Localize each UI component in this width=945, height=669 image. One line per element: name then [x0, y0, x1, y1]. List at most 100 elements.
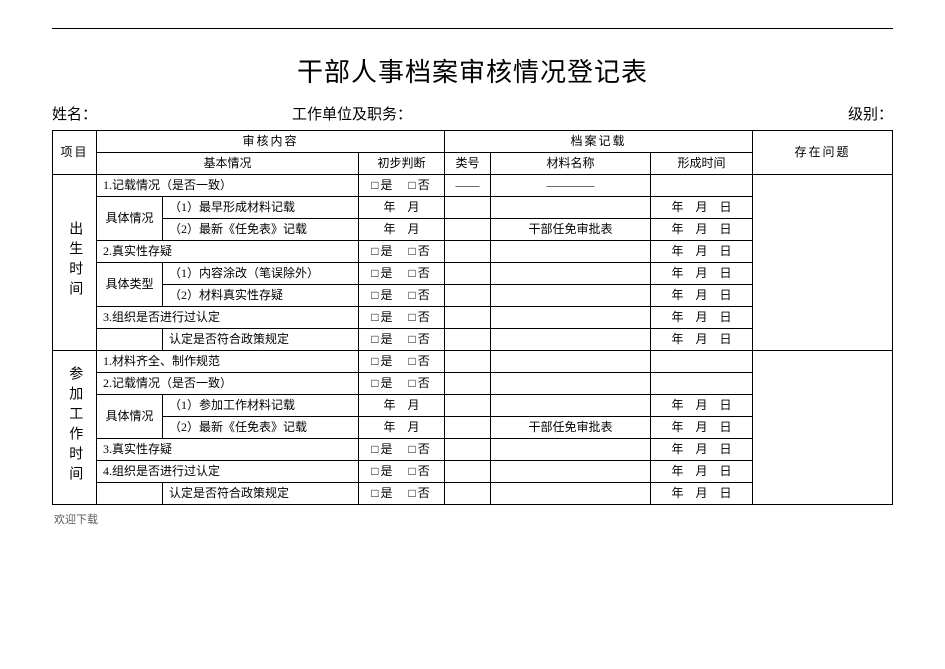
work-r5-mat	[491, 461, 651, 483]
birth-r5-mat	[491, 307, 651, 329]
birth-r1-time	[651, 175, 753, 197]
meta-line: 姓名： 工作单位及职务： 级别：	[52, 103, 893, 124]
work-r3a: （1）参加工作材料记载	[163, 395, 359, 417]
birth-r4a-check: □是 □否	[359, 263, 445, 285]
page-title: 干部人事档案审核情况登记表	[52, 52, 893, 89]
work-r3b-mat: 干部任免审批表	[491, 417, 651, 439]
work-r1-mat	[491, 351, 651, 373]
work-r3a-mat	[491, 395, 651, 417]
work-r3b: （2）最新《任免表》记载	[163, 417, 359, 439]
birth-r6-check: □是 □否	[359, 329, 445, 351]
birth-issues	[753, 175, 893, 351]
birth-r4a-mat	[491, 263, 651, 285]
birth-side: 出生时间	[53, 175, 97, 351]
work-r3b-ym: 年 月	[359, 417, 445, 439]
work-r6-check: □是 □否	[359, 483, 445, 505]
hdr-formtime: 形成时间	[651, 153, 753, 175]
work-r3a-catno	[445, 395, 491, 417]
work-r6-mat	[491, 483, 651, 505]
hdr-basic: 基本情况	[97, 153, 359, 175]
work-r1: 1.材料齐全、制作规范	[97, 351, 359, 373]
birth-r2a-ym: 年 月	[359, 197, 445, 219]
hdr-issues: 存在问题	[753, 131, 893, 175]
birth-r5-check: □是 □否	[359, 307, 445, 329]
birth-r4b-catno	[445, 285, 491, 307]
audit-table: 项目 审核内容 档案记载 存在问题 基本情况 初步判断 类号 材料名称 形成时间…	[52, 130, 893, 505]
level-label: 级别：	[773, 103, 893, 124]
top-rule: _	[52, 28, 893, 42]
birth-r4a-time: 年 月 日	[651, 263, 753, 285]
birth-r1-catno: ——	[445, 175, 491, 197]
work-r3b-catno	[445, 417, 491, 439]
header-row-1: 项目 审核内容 档案记载 存在问题	[53, 131, 893, 153]
hdr-review: 审核内容	[97, 131, 445, 153]
birth-r6-time: 年 月 日	[651, 329, 753, 351]
work-r2-check: □是 □否	[359, 373, 445, 395]
hdr-matname: 材料名称	[491, 153, 651, 175]
work-r6: 认定是否符合政策规定	[163, 483, 359, 505]
birth-r6-mat	[491, 329, 651, 351]
work-r5-time: 年 月 日	[651, 461, 753, 483]
birth-r4b-check: □是 □否	[359, 285, 445, 307]
birth-r3-time: 年 月 日	[651, 241, 753, 263]
hdr-catno: 类号	[445, 153, 491, 175]
work-r3a-time: 年 月 日	[651, 395, 753, 417]
work-r4-time: 年 月 日	[651, 439, 753, 461]
birth-r4b-mat	[491, 285, 651, 307]
work-r1-catno	[445, 351, 491, 373]
birth-r4b-time: 年 月 日	[651, 285, 753, 307]
birth-r4b: （2）材料真实性存疑	[163, 285, 359, 307]
hdr-prelim: 初步判断	[359, 153, 445, 175]
work-issues	[753, 351, 893, 505]
unit-label: 工作单位及职务：	[292, 103, 773, 124]
birth-r1-mat: ————	[491, 175, 651, 197]
work-r6-blank	[97, 483, 163, 505]
birth-row-1: 出生时间 1.记载情况（是否一致） □是 □否 —— ————	[53, 175, 893, 197]
birth-r2a-mat	[491, 197, 651, 219]
work-r1-check: □是 □否	[359, 351, 445, 373]
work-r4-mat	[491, 439, 651, 461]
work-detail-label: 具体情况	[97, 395, 163, 439]
work-r3a-ym: 年 月	[359, 395, 445, 417]
birth-r5: 3.组织是否进行过认定	[97, 307, 359, 329]
work-side: 参加工作时间	[53, 351, 97, 505]
birth-r3-catno	[445, 241, 491, 263]
work-r5-check: □是 □否	[359, 461, 445, 483]
work-r3b-time: 年 月 日	[651, 417, 753, 439]
birth-r3-mat	[491, 241, 651, 263]
work-r4: 3.真实性存疑	[97, 439, 359, 461]
work-r6-time: 年 月 日	[651, 483, 753, 505]
birth-r1-check: □是 □否	[359, 175, 445, 197]
birth-r2b: （2）最新《任免表》记载	[163, 219, 359, 241]
work-r5-catno	[445, 461, 491, 483]
birth-r5-catno	[445, 307, 491, 329]
birth-r4a: （1）内容涂改（笔误除外）	[163, 263, 359, 285]
footer-text: 欢迎下载	[52, 511, 893, 527]
birth-r3-check: □是 □否	[359, 241, 445, 263]
birth-r2a-time: 年 月 日	[651, 197, 753, 219]
birth-r6: 认定是否符合政策规定	[163, 329, 359, 351]
birth-detail-label: 具体情况	[97, 197, 163, 241]
birth-r2b-catno	[445, 219, 491, 241]
birth-r1: 1.记载情况（是否一致）	[97, 175, 359, 197]
name-label: 姓名：	[52, 103, 292, 124]
document-page: _ 干部人事档案审核情况登记表 姓名： 工作单位及职务： 级别： 项目 审核内容	[0, 0, 945, 669]
top-mark: _	[470, 18, 476, 30]
work-r6-catno	[445, 483, 491, 505]
birth-r2b-time: 年 月 日	[651, 219, 753, 241]
birth-r3: 2.真实性存疑	[97, 241, 359, 263]
work-r2-catno	[445, 373, 491, 395]
work-r4-catno	[445, 439, 491, 461]
hdr-record: 档案记载	[445, 131, 753, 153]
work-r4-check: □是 □否	[359, 439, 445, 461]
work-r2: 2.记载情况（是否一致）	[97, 373, 359, 395]
birth-r5-time: 年 月 日	[651, 307, 753, 329]
birth-r4a-catno	[445, 263, 491, 285]
birth-type-label: 具体类型	[97, 263, 163, 307]
birth-r2a-catno	[445, 197, 491, 219]
birth-r2b-ym: 年 月	[359, 219, 445, 241]
work-r5: 4.组织是否进行过认定	[97, 461, 359, 483]
birth-r2b-mat: 干部任免审批表	[491, 219, 651, 241]
hdr-project: 项目	[53, 131, 97, 175]
birth-r6-catno	[445, 329, 491, 351]
